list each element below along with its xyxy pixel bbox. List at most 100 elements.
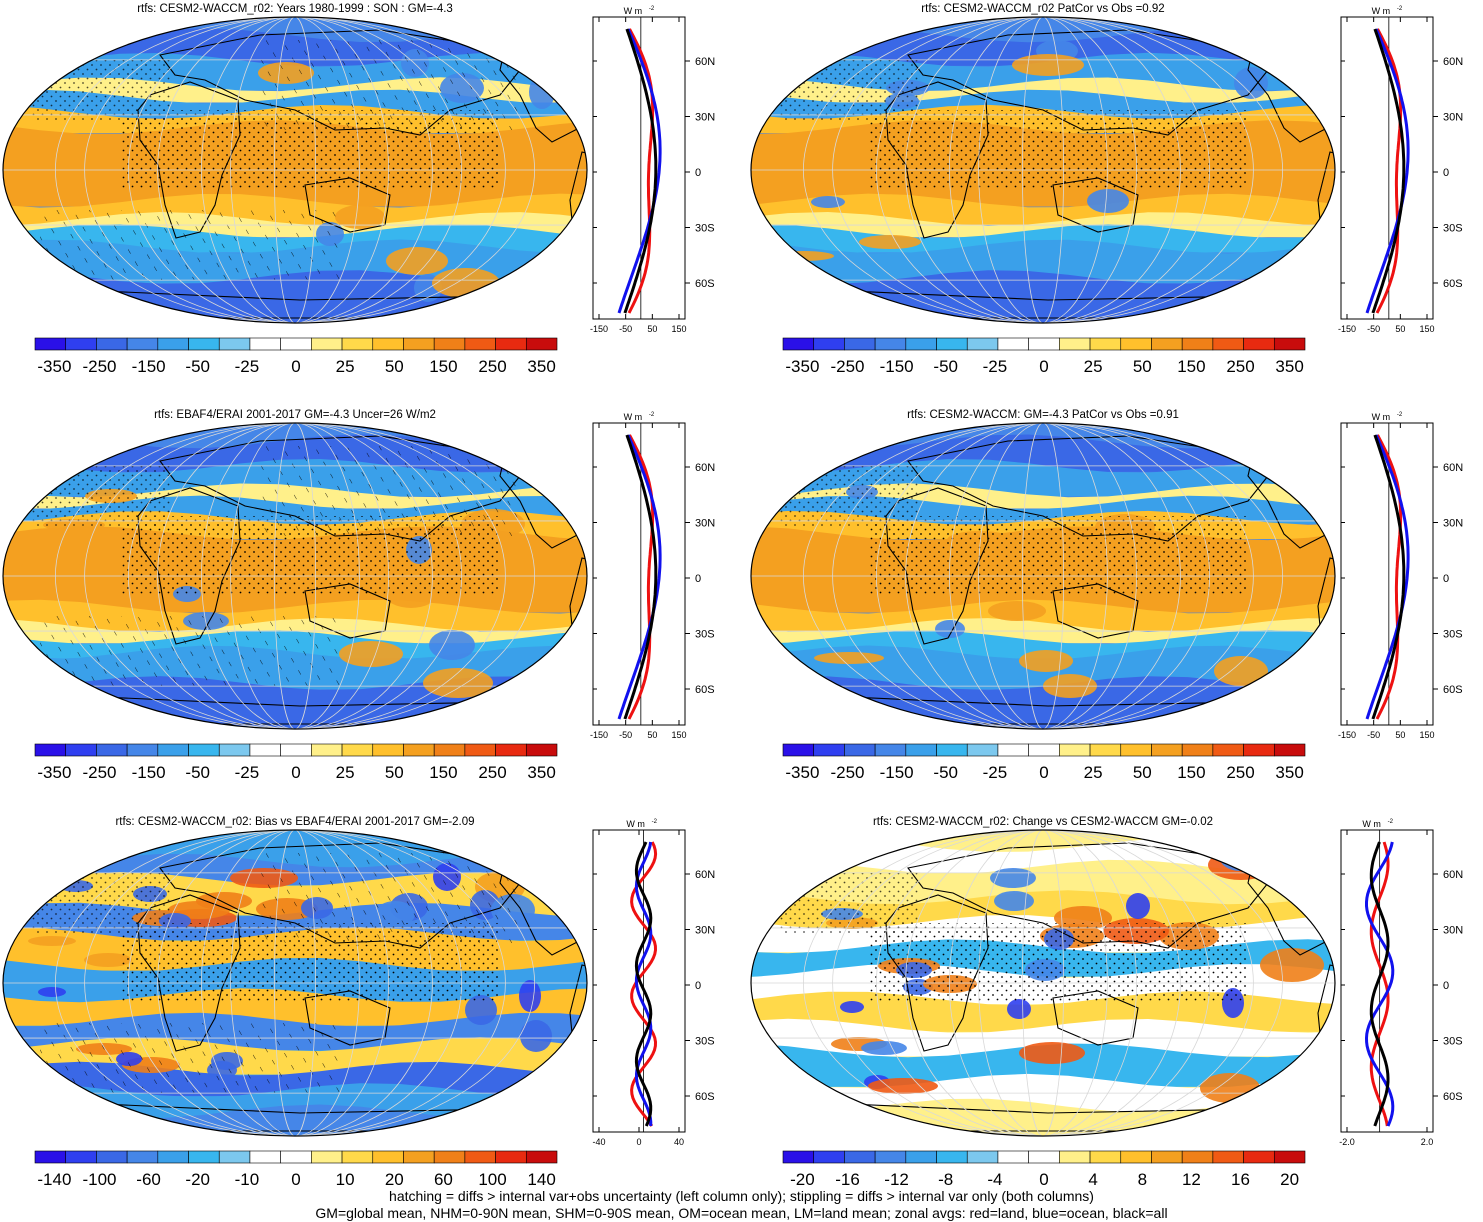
zonal-series-land <box>1369 841 1390 1127</box>
lat-label: 60N <box>1443 56 1463 68</box>
panel-title: rtfs: CESM2-WACCM_r02 PatCor vs Obs =0.9… <box>921 3 1165 15</box>
lat-label: 30N <box>1443 518 1463 530</box>
colorbar-label: 8 <box>1138 1170 1147 1189</box>
colorbar-label: 0 <box>291 1170 300 1189</box>
colorbar-label: -12 <box>884 1170 909 1189</box>
lat-label: 60S <box>1443 278 1463 290</box>
colorbar: -20 -16 -12 -8 -4 0 4 8 12 16 20 <box>782 1150 1306 1189</box>
footer-line-1: hatching = diffs > internal var+obs unce… <box>389 1188 1094 1204</box>
lat-label: 30S <box>1443 1036 1463 1048</box>
lat-label: 30N <box>1443 112 1463 124</box>
colorbar: -350 -250 -150 -50 -25 0 25 50 150 250 350 <box>34 743 558 782</box>
colorbar-label: -20 <box>185 1170 210 1189</box>
colorbar-label: -350 <box>37 763 71 782</box>
zonal-unit-exponent: -2 <box>1397 6 1403 12</box>
colorbar-label: 0 <box>1039 1170 1048 1189</box>
zonal-series-ocean <box>617 434 662 720</box>
lat-label: 60N <box>695 462 715 474</box>
zonal-mean-plot: W m -2 60N 30N 0 30S 60S -2.0 2.0 <box>1339 819 1463 1147</box>
lat-label: 60S <box>695 278 715 290</box>
colorbar-label: -8 <box>938 1170 953 1189</box>
lat-label: 30S <box>1443 223 1463 235</box>
colorbar-label: -150 <box>132 763 166 782</box>
map-outline <box>2 829 588 1137</box>
lat-label: 60S <box>1443 684 1463 696</box>
colorbar-label: -350 <box>37 357 71 376</box>
map-outline <box>2 422 588 730</box>
colorbar: -350 -250 -150 -50 -25 0 25 50 150 250 350 <box>34 337 558 376</box>
lat-label: 60S <box>1443 1091 1463 1103</box>
colorbar-label: 16 <box>1231 1170 1250 1189</box>
zonal-tick-label: 50 <box>647 730 657 740</box>
zonal-series-all <box>623 434 658 720</box>
colorbar-label: -50 <box>933 763 958 782</box>
colorbar-label: -140 <box>37 1170 71 1189</box>
lat-label: 0 <box>1443 980 1449 992</box>
colorbar-label: -25 <box>235 357 260 376</box>
colorbar-label: 150 <box>1177 357 1205 376</box>
zonal-unit: W m <box>626 819 645 829</box>
colorbar-label: 25 <box>1084 357 1103 376</box>
zonal-tick-label: -50 <box>619 730 632 740</box>
colorbar-label: 50 <box>385 357 404 376</box>
colorbar-label: 12 <box>1182 1170 1201 1189</box>
lat-label: 0 <box>695 167 701 179</box>
zonal-tick-label: 50 <box>1395 730 1405 740</box>
zonal-unit-exponent: -2 <box>652 819 658 825</box>
zonal-tick-label: 40 <box>674 1137 684 1147</box>
colorbar-label: 350 <box>1275 763 1303 782</box>
lat-label: 60S <box>695 684 715 696</box>
colorbar-label: 0 <box>291 357 300 376</box>
panel-title: rtfs: CESM2-WACCM_r02: Change vs CESM2-W… <box>872 816 1214 828</box>
colorbar-label: 25 <box>336 763 355 782</box>
colorbar-label: 0 <box>291 763 300 782</box>
zonal-unit-exponent: -2 <box>1388 819 1394 825</box>
colorbar-label: 140 <box>527 1170 555 1189</box>
panel-title: rtfs: EBAF4/ERAI 2001-2017 GM=-4.3 Uncer… <box>154 409 436 421</box>
colorbar-label: 20 <box>385 1170 404 1189</box>
zonal-tick-label: -50 <box>1367 324 1380 334</box>
zonal-tick-label: 150 <box>1419 730 1434 740</box>
colorbar: -350 -250 -150 -50 -25 0 25 50 150 250 350 <box>782 337 1306 376</box>
colorbar-label: -150 <box>132 357 166 376</box>
colorbar-label: 350 <box>527 357 555 376</box>
lat-label: 60S <box>695 1091 715 1103</box>
colorbar-label: 50 <box>1133 357 1152 376</box>
map-outline <box>750 829 1336 1137</box>
zonal-tick-label: -150 <box>1338 324 1356 334</box>
colorbar-label: -16 <box>835 1170 860 1189</box>
zonal-series-ocean <box>1365 434 1410 720</box>
colorbar-label: 50 <box>385 763 404 782</box>
zonal-tick-label: -150 <box>590 730 608 740</box>
footer-line-2: GM=global mean, NHM=0-90N mean, SHM=0-90… <box>315 1205 1168 1221</box>
lat-label: 30N <box>695 112 715 124</box>
colorbar-label: 150 <box>1177 763 1205 782</box>
lat-label: 0 <box>1443 167 1449 179</box>
colorbar-label: 350 <box>527 763 555 782</box>
colorbar-label: -350 <box>785 357 819 376</box>
zonal-tick-label: -50 <box>619 324 632 334</box>
colorbar-label: 10 <box>336 1170 355 1189</box>
map <box>751 830 1335 1136</box>
panel-4: rtfs: CESM2-WACCM: GM=-4.3 PatCor vs Obs… <box>748 406 1483 806</box>
colorbar-label: 150 <box>429 357 457 376</box>
colorbar-label: 20 <box>1280 1170 1299 1189</box>
colorbar-label: -50 <box>185 763 210 782</box>
colorbar-label: 250 <box>478 357 506 376</box>
panel-title: rtfs: CESM2-WACCM: GM=-4.3 PatCor vs Obs… <box>907 409 1179 421</box>
colorbar-label: -250 <box>830 763 864 782</box>
zonal-series-all <box>623 28 658 314</box>
zonal-tick-label: -40 <box>592 1137 605 1147</box>
zonal-unit-exponent: -2 <box>1397 412 1403 418</box>
lat-label: 30S <box>695 1036 715 1048</box>
panel-title: rtfs: CESM2-WACCM_r02: Bias vs EBAF4/ERA… <box>115 816 475 828</box>
lat-label: 30S <box>1443 629 1463 641</box>
colorbar-label: 250 <box>1226 763 1254 782</box>
zonal-tick-label: 2.0 <box>1421 1137 1434 1147</box>
colorbar-label: 25 <box>336 357 355 376</box>
zonal-tick-label: -150 <box>590 324 608 334</box>
zonal-unit-exponent: -2 <box>649 6 655 12</box>
zonal-series-ocean <box>1364 841 1395 1127</box>
colorbar-label: -150 <box>880 357 914 376</box>
zonal-series-all <box>1369 841 1390 1127</box>
